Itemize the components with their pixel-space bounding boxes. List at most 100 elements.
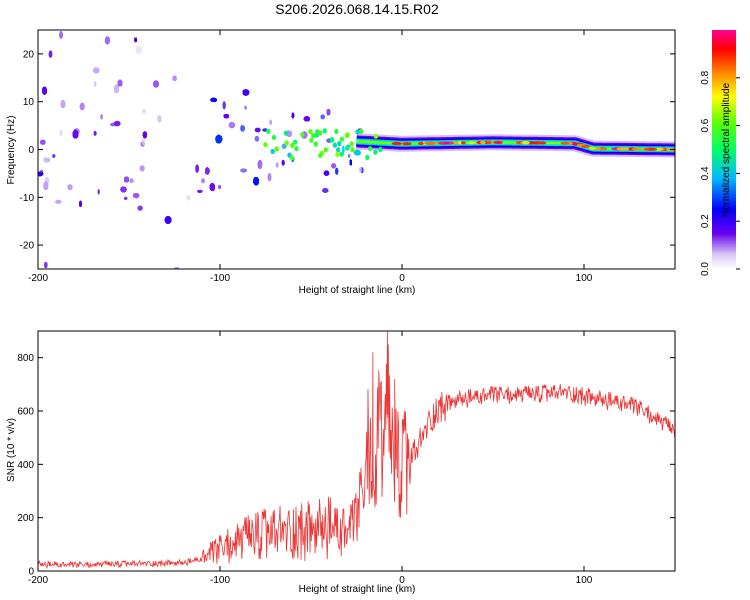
ridge-hotspot xyxy=(480,140,486,145)
ridge-hotspot xyxy=(522,141,530,145)
spectral-blob xyxy=(303,116,310,122)
colorbar-ticks: 0.0 0.2 0.4 0.6 0.8 xyxy=(700,70,740,276)
spectral-blob xyxy=(240,168,248,173)
spectral-blob xyxy=(152,80,160,88)
spectral-blob xyxy=(117,79,123,87)
colorbar-tick-label: 0.6 xyxy=(700,118,711,132)
spectral-spot xyxy=(365,154,370,161)
y-tick-label: -10 xyxy=(20,193,35,204)
spectral-blob xyxy=(341,145,345,155)
spectral-blob xyxy=(104,36,111,45)
spectral-blob xyxy=(60,100,66,108)
spectral-blob xyxy=(173,266,180,269)
spectral-spot xyxy=(274,146,279,152)
x-tick-label: 0 xyxy=(399,575,405,586)
spectral-spot xyxy=(339,136,345,142)
spectral-blob xyxy=(172,75,177,82)
spectral-blob xyxy=(291,112,295,119)
spectral-spot xyxy=(322,128,327,134)
colorbar-tick-label: 0.8 xyxy=(700,70,711,84)
spectral-spot xyxy=(373,149,378,155)
spectral-spot xyxy=(350,147,355,153)
ridge-hotspot xyxy=(461,141,466,145)
spectral-blob xyxy=(157,115,162,123)
spectral-blob xyxy=(79,200,82,207)
spectral-spot xyxy=(329,137,335,143)
spectral-blob xyxy=(135,45,143,55)
x-tick-label: -100 xyxy=(210,273,230,284)
spectral-blob xyxy=(228,121,236,129)
spectral-blob xyxy=(201,178,205,184)
spectral-spot xyxy=(271,134,277,141)
ridge-hotspot xyxy=(402,142,412,146)
spectral-blob xyxy=(335,167,339,175)
x-tick-label: 0 xyxy=(399,273,405,284)
spectrogram-x-label: Height of straight line (km) xyxy=(299,285,416,296)
spectral-blob xyxy=(72,129,79,139)
snr-plot-area xyxy=(38,331,675,569)
spectral-blob xyxy=(215,134,223,144)
spectral-blob xyxy=(141,108,147,114)
spectral-blob xyxy=(59,30,63,39)
spectral-blob xyxy=(93,130,97,136)
spectral-blob xyxy=(142,131,147,139)
ridge-hotspot xyxy=(560,141,570,145)
spectral-blob xyxy=(129,178,134,184)
spectral-spot xyxy=(358,128,364,134)
spectral-spot xyxy=(373,133,379,139)
spectral-blob xyxy=(137,205,143,211)
spectral-spot xyxy=(335,151,340,158)
ridge-hotspot xyxy=(418,141,424,146)
ridge-hotspot xyxy=(468,141,476,145)
colorbar-label: Normalized spectral amplitude xyxy=(721,82,732,217)
y-tick-label: 10 xyxy=(23,97,35,108)
y-tick-label: -20 xyxy=(20,241,35,252)
y-tick-label: 200 xyxy=(17,513,34,524)
spectral-spot xyxy=(313,141,318,147)
spectrogram-y-axis: -20 -10 0 10 20 xyxy=(20,49,675,252)
x-tick-label: -200 xyxy=(28,273,48,284)
colorbar: 0.0 0.2 0.4 0.6 0.8 Normalized spectral ampl… xyxy=(700,30,740,276)
figure-title: S206.2026.068.14.15.R02 xyxy=(275,1,439,17)
spectral-spot xyxy=(332,142,337,148)
spectral-spot xyxy=(300,132,305,138)
spectral-spot xyxy=(309,137,314,143)
spectral-blob xyxy=(59,129,63,137)
spectral-blob xyxy=(120,186,127,193)
spectral-blob xyxy=(205,167,210,175)
spectral-spot xyxy=(339,151,344,157)
spectral-blob xyxy=(326,109,331,116)
ridge-hotspot xyxy=(527,141,537,145)
spectral-blob xyxy=(113,120,121,127)
spectral-blob xyxy=(281,159,285,166)
spectral-blob xyxy=(222,101,226,110)
spectral-blob xyxy=(100,114,103,120)
spectral-blob xyxy=(164,216,172,224)
spectral-blob xyxy=(55,199,62,204)
spectral-spot xyxy=(289,155,295,161)
spectral-spot xyxy=(308,129,313,135)
spectral-blob xyxy=(38,171,44,177)
ridge-hotspot xyxy=(648,147,658,151)
spectral-blob xyxy=(218,185,221,189)
spectral-blob xyxy=(348,153,351,158)
spectral-spot xyxy=(337,141,342,147)
spectral-blob xyxy=(331,163,337,169)
snr-panel: -200 -100 0 100 0 200 400 600 800 Height of str… xyxy=(6,330,676,595)
y-tick-label: 400 xyxy=(17,460,34,471)
spectral-blob xyxy=(240,124,246,132)
snr-y-label: SNR (10 * v/v) xyxy=(6,418,17,482)
spectral-blob xyxy=(79,102,85,111)
spectral-blob xyxy=(93,81,97,87)
y-tick-label: 800 xyxy=(17,353,34,364)
spectral-spot xyxy=(355,129,360,135)
ridge-hotspot xyxy=(588,146,596,150)
spectral-blob xyxy=(67,184,73,190)
spectral-blob xyxy=(254,135,260,142)
spectral-spot xyxy=(311,133,316,139)
spectrogram-image xyxy=(38,30,675,269)
spectral-blob xyxy=(253,177,259,186)
spectral-spot xyxy=(266,128,271,134)
